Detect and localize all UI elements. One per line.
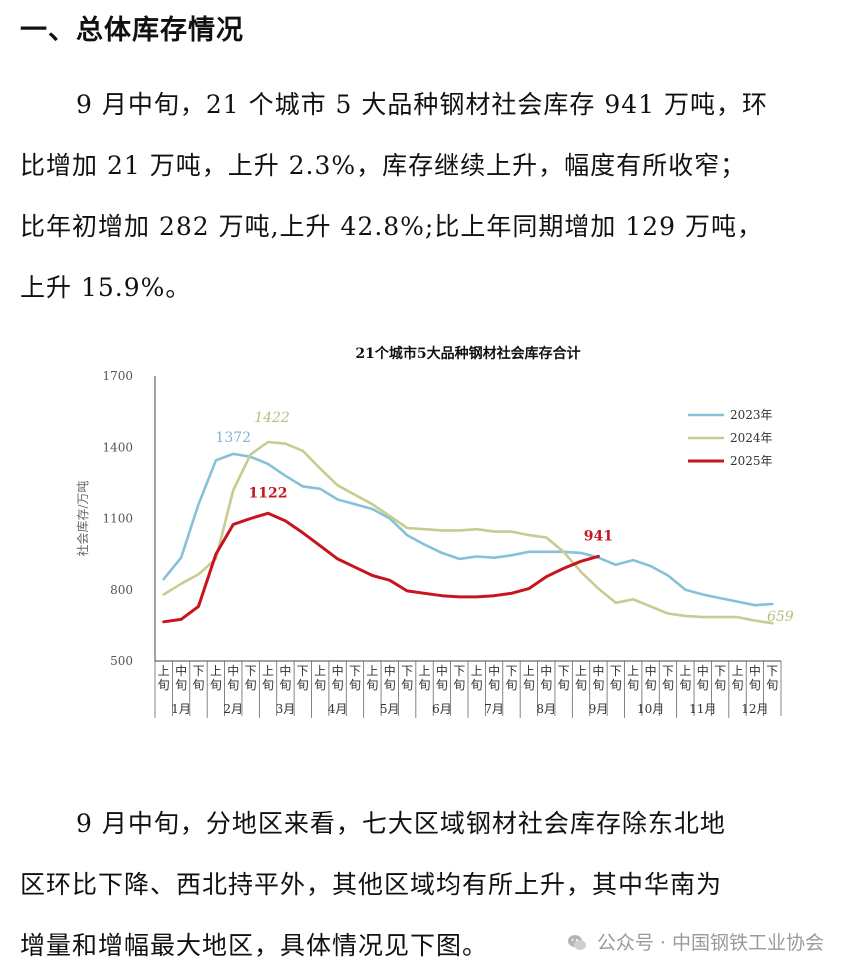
x-sub-tick-label: 中旬 bbox=[749, 663, 761, 692]
series-line-2024年 bbox=[162, 440, 774, 625]
x-sub-tick-label: 下旬 bbox=[401, 664, 413, 692]
x-month-label: 2月 bbox=[223, 702, 243, 716]
legend-label: 2025年 bbox=[730, 454, 773, 468]
x-sub-tick-label: 下旬 bbox=[297, 664, 309, 692]
x-sub-tick-label: 上旬 bbox=[158, 664, 170, 692]
x-month-label: 9月 bbox=[589, 702, 609, 716]
watermark-text: 公众号 · 中国钢铁工业协会 bbox=[596, 932, 824, 954]
x-sub-tick-label: 下旬 bbox=[610, 664, 622, 692]
x-sub-tick-label: 中旬 bbox=[279, 663, 291, 692]
paragraph-line: 上升 15.9%。 bbox=[20, 273, 192, 302]
x-sub-tick-label: 下旬 bbox=[766, 664, 778, 692]
x-sub-tick-label: 下旬 bbox=[349, 664, 361, 692]
x-sub-tick-label: 下旬 bbox=[192, 664, 204, 692]
x-month-label: 11月 bbox=[689, 702, 716, 716]
x-sub-tick-label: 中旬 bbox=[436, 663, 448, 692]
x-sub-tick-label: 中旬 bbox=[697, 663, 709, 692]
series-line-2023年 bbox=[162, 452, 774, 607]
paragraph-line: 增量和增幅最大地区，具体情况见下图。 bbox=[20, 931, 489, 960]
x-month-label: 6月 bbox=[432, 702, 452, 716]
x-sub-tick-label: 上旬 bbox=[523, 664, 535, 692]
x-sub-tick-label: 中旬 bbox=[488, 663, 500, 692]
watermark: 公众号 · 中国钢铁工业协会 bbox=[560, 926, 830, 957]
x-sub-tick-label: 上旬 bbox=[627, 664, 639, 692]
x-sub-tick-label: 上旬 bbox=[575, 664, 587, 692]
legend-label: 2024年 bbox=[730, 431, 773, 445]
summary-paragraph: 9 月中旬，21 个城市 5 大品种钢材社会库存 941 万吨，环 比增加 21… bbox=[20, 74, 840, 318]
x-sub-tick-label: 中旬 bbox=[384, 663, 396, 692]
x-month-label: 8月 bbox=[536, 702, 556, 716]
legend-label: 2023年 bbox=[730, 408, 773, 422]
data-label: 1122 bbox=[249, 485, 288, 501]
data-label: 659 bbox=[767, 609, 794, 625]
x-sub-tick-label: 上旬 bbox=[419, 664, 431, 692]
paragraph-line: 比年初增加 282 万吨,上升 42.8%;比上年同期增加 129 万吨， bbox=[20, 212, 763, 241]
chart-title: 21个城市5大品种钢材社会库存合计 bbox=[355, 345, 580, 362]
paragraph-line: 9 月中旬，分地区来看，七大区域钢材社会库存除东北地 bbox=[76, 809, 726, 838]
x-sub-tick-label: 上旬 bbox=[679, 664, 691, 692]
regional-paragraph: 9 月中旬，分地区来看，七大区域钢材社会库存除东北地 区环比下降、西北持平外，其… bbox=[20, 793, 840, 976]
x-sub-tick-label: 下旬 bbox=[245, 664, 257, 692]
x-month-label: 7月 bbox=[484, 702, 504, 716]
inventory-line-chart: 21个城市5大品种钢材社会库存合计 500 800 1100 1400 1700 社会库存/… bbox=[75, 345, 794, 718]
x-sub-tick-label: 下旬 bbox=[714, 664, 726, 692]
paragraph-line: 比增加 21 万吨，上升 2.3%，库存继续上升，幅度有所收窄； bbox=[20, 151, 747, 180]
x-sub-tick-label: 中旬 bbox=[332, 663, 344, 692]
x-sub-tick-label: 中旬 bbox=[175, 663, 187, 692]
x-month-label: 3月 bbox=[276, 702, 296, 716]
section-heading: 一、总体库存情况 bbox=[20, 15, 244, 46]
y-tick-label: 1400 bbox=[102, 440, 133, 454]
x-sub-tick-label: 下旬 bbox=[558, 664, 570, 692]
data-label: 1372 bbox=[215, 430, 251, 446]
x-sub-tick-label: 上旬 bbox=[366, 664, 378, 692]
y-tick-label: 800 bbox=[110, 583, 133, 597]
x-sub-tick-label: 中旬 bbox=[592, 663, 604, 692]
y-tick-label: 1100 bbox=[102, 512, 133, 526]
x-sub-tick-label: 上旬 bbox=[262, 664, 274, 692]
paragraph-line: 9 月中旬，21 个城市 5 大品种钢材社会库存 941 万吨，环 bbox=[76, 90, 769, 119]
x-sub-tick-label: 上旬 bbox=[471, 664, 483, 692]
y-tick-label: 500 bbox=[110, 654, 133, 668]
x-sub-tick-label: 上旬 bbox=[314, 664, 326, 692]
data-label: 1422 bbox=[254, 410, 290, 426]
data-label: 941 bbox=[584, 528, 613, 544]
x-month-label: 5月 bbox=[380, 702, 400, 716]
y-axis-label: 社会库存/万吨 bbox=[75, 480, 90, 556]
x-month-label: 10月 bbox=[637, 702, 664, 716]
x-sub-tick-label: 下旬 bbox=[453, 664, 465, 692]
x-sub-tick-label: 下旬 bbox=[662, 664, 674, 692]
x-month-label: 4月 bbox=[328, 702, 348, 716]
x-month-label: 1月 bbox=[171, 702, 191, 716]
x-month-label: 12月 bbox=[741, 702, 768, 716]
x-sub-tick-label: 中旬 bbox=[645, 663, 657, 692]
x-sub-tick-label: 下旬 bbox=[505, 664, 517, 692]
x-sub-tick-label: 中旬 bbox=[227, 663, 239, 692]
wechat-icon bbox=[567, 935, 586, 950]
series-line-2025年 bbox=[162, 511, 600, 624]
x-sub-tick-label: 上旬 bbox=[210, 664, 222, 692]
paragraph-line: 区环比下降、西北持平外，其他区域均有所上升，其中华南为 bbox=[20, 870, 723, 899]
y-tick-label: 1700 bbox=[102, 369, 133, 383]
x-sub-tick-label: 上旬 bbox=[732, 664, 744, 692]
x-sub-tick-label: 中旬 bbox=[540, 663, 552, 692]
